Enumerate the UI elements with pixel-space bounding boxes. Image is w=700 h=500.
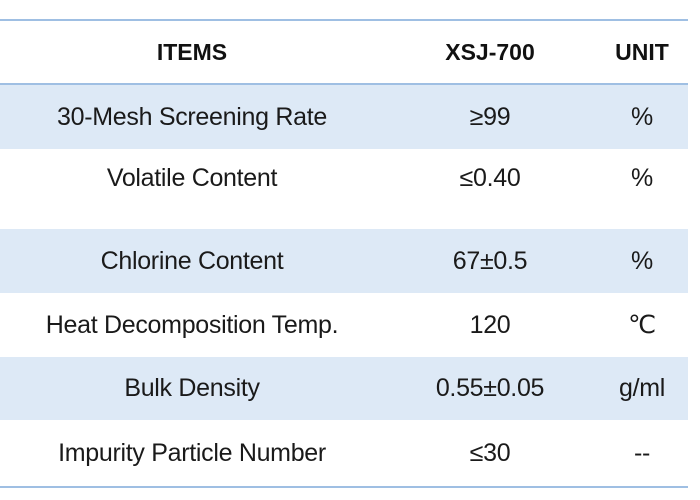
table-row: Volatile Content ≤0.40 %	[0, 149, 688, 207]
row-value: 0.55±0.05	[435, 374, 545, 402]
row-item: Volatile Content	[106, 163, 278, 192]
row-unit: ℃	[628, 310, 656, 339]
table-row: Heat Decomposition Temp. 120 ℃	[0, 293, 688, 357]
row-value: ≤30	[469, 438, 511, 467]
row-unit: %	[631, 102, 653, 131]
table-top-rule	[0, 19, 688, 21]
row-item: 30-Mesh Screening Rate	[57, 102, 327, 131]
row-value: 67±0.5	[452, 246, 528, 275]
table-row: Chlorine Content 67±0.5 %	[0, 229, 688, 293]
header-model: XSJ-700	[445, 38, 535, 65]
table-bottom-rule	[0, 486, 688, 488]
row-item: Impurity Particle Number	[58, 438, 326, 467]
table-header-rule	[0, 83, 688, 85]
row-unit: --	[633, 438, 651, 467]
table-row: 30-Mesh Screening Rate ≥99 %	[0, 85, 688, 149]
table-row: Impurity Particle Number ≤30 --	[0, 420, 688, 486]
row-value: ≥99	[469, 102, 511, 131]
header-unit: UNIT	[615, 38, 669, 65]
row-unit: g/ml	[618, 374, 666, 402]
row-item: Bulk Density	[124, 374, 260, 402]
row-value: 120	[469, 310, 511, 339]
header-items: ITEMS	[156, 38, 228, 65]
row-unit: %	[631, 163, 653, 192]
row-value: ≤0.40	[459, 163, 521, 192]
row-item: Heat Decomposition Temp.	[45, 310, 339, 339]
table-row: Bulk Density 0.55±0.05 g/ml	[0, 357, 688, 420]
table-header-row: ITEMS XSJ-700 UNIT	[0, 21, 688, 83]
row-unit: %	[631, 246, 653, 275]
row-item: Chlorine Content	[100, 246, 284, 275]
